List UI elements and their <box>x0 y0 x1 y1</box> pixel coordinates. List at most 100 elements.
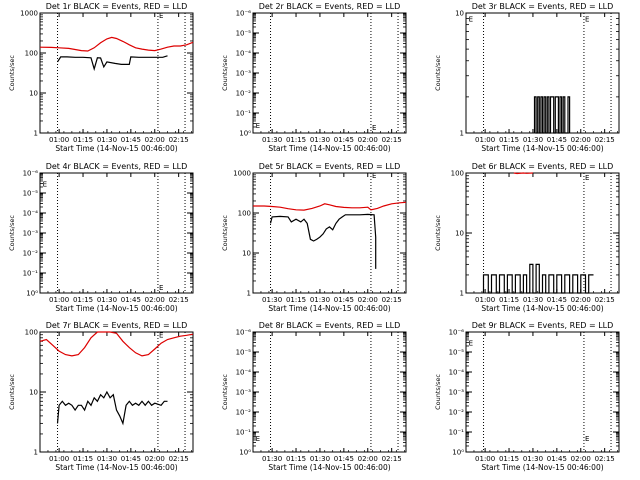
x-tick-label: 01:15 <box>73 136 93 144</box>
y-tick-label: 1 <box>34 130 38 138</box>
y-tick-label: 10⁻⁴ <box>236 369 252 377</box>
panel-title: Det 8r BLACK = Events, RED = LLD <box>259 321 401 330</box>
x-tick-label: 01:15 <box>499 296 519 304</box>
plot-frame <box>252 331 407 453</box>
panel-det-9: Det 9r BLACK = Events, RED = LLD 10⁰ 10⁻¹ 1… <box>434 321 620 472</box>
x-tick-label: 02:00 <box>145 136 165 144</box>
plot-frame <box>252 12 407 134</box>
series-line-events <box>56 55 168 72</box>
y-tick-label: 10⁻¹ <box>236 110 252 118</box>
panel-title: Det 5r BLACK = Events, RED = LLD <box>259 162 401 171</box>
error-bar-marker: E <box>469 15 473 23</box>
panel-det-6: Det 6r BLACK = Events, RED = LLD 1 10 100 01… <box>434 162 620 313</box>
x-axis-label: Start Time (14-Nov-15 00:46:00) <box>481 144 603 153</box>
x-tick-label: 01:15 <box>286 136 306 144</box>
panel-det-7: Det 7r BLACK = Events, RED = LLD 1 10 100 01… <box>8 321 194 472</box>
y-tick-label: 10⁻⁶ <box>449 329 465 337</box>
error-bar-marker: E <box>256 435 260 443</box>
x-tick-label: 01:30 <box>310 136 330 144</box>
y-tick-label: 10⁻⁵ <box>236 349 252 357</box>
x-tick-label: 02:15 <box>382 296 402 304</box>
y-axis-label: Counts/sec <box>434 215 442 251</box>
series-line-events <box>482 263 594 294</box>
plot-frame <box>465 331 620 453</box>
error-bar-marker: E <box>585 15 589 23</box>
x-tick-label: 01:45 <box>121 136 141 144</box>
y-tick-label: 10 <box>242 250 251 258</box>
y-tick-label: 10⁻³ <box>236 389 252 397</box>
error-bar-marker: E <box>256 122 260 130</box>
x-tick-label: 01:00 <box>49 455 69 463</box>
x-tick-label: 01:30 <box>97 296 117 304</box>
x-tick-label: 02:15 <box>169 296 189 304</box>
y-axis-label: Counts/sec <box>8 55 16 91</box>
series-line-events <box>56 390 168 426</box>
x-tick-label: 01:15 <box>499 455 519 463</box>
x-tick-label: 02:15 <box>382 455 402 463</box>
error-bar-marker: E <box>159 12 163 20</box>
series-line-events <box>533 96 571 134</box>
x-tick-label: 02:00 <box>145 455 165 463</box>
y-tick-label: 10⁻⁴ <box>23 210 39 218</box>
y-tick-label: 100 <box>451 170 464 178</box>
y-axis-label: Counts/sec <box>221 374 229 410</box>
y-tick-label: 10⁰ <box>239 130 251 138</box>
y-tick-label: 1 <box>460 130 464 138</box>
error-bar-marker: E <box>43 180 47 188</box>
x-axis-label: Start Time (14-Nov-15 00:46:00) <box>268 463 390 472</box>
panel-title: Det 7r BLACK = Events, RED = LLD <box>46 321 188 330</box>
x-tick-label: 02:00 <box>571 296 591 304</box>
y-tick-label: 10 <box>29 389 38 397</box>
y-tick-label: 10⁻⁵ <box>236 30 252 38</box>
y-tick-label: 10⁻³ <box>449 389 465 397</box>
series-line-lld <box>513 172 533 175</box>
x-tick-label: 01:15 <box>286 296 306 304</box>
y-tick-label: 10⁻¹ <box>23 270 39 278</box>
panel-title: Det 1r BLACK = Events, RED = LLD <box>46 2 188 11</box>
series-line-lld <box>39 36 194 52</box>
x-tick-label: 02:15 <box>595 136 615 144</box>
x-tick-label: 01:00 <box>475 455 495 463</box>
y-tick-label: 10⁻³ <box>23 230 39 238</box>
x-tick-label: 01:15 <box>286 455 306 463</box>
y-tick-label: 10 <box>455 10 464 18</box>
error-bar-marker: E <box>159 332 163 340</box>
x-tick-label: 01:00 <box>475 136 495 144</box>
x-tick-label: 01:45 <box>547 296 567 304</box>
x-axis-label: Start Time (14-Nov-15 00:46:00) <box>55 463 177 472</box>
series-line-lld <box>253 201 407 211</box>
y-axis-label: Counts/sec <box>434 374 442 410</box>
x-tick-label: 01:30 <box>97 455 117 463</box>
x-tick-label: 01:30 <box>97 136 117 144</box>
y-axis-label: Counts/sec <box>434 55 442 91</box>
x-tick-label: 01:30 <box>262 136 282 144</box>
x-tick-label: 01:45 <box>121 455 141 463</box>
x-tick-label: 02:00 <box>571 455 591 463</box>
plot-frame <box>252 172 407 294</box>
x-tick-label: 01:45 <box>547 136 567 144</box>
x-tick-label: 01:15 <box>499 136 519 144</box>
y-tick-label: 10⁰ <box>452 449 464 457</box>
y-tick-label: 10⁻² <box>449 409 465 417</box>
y-tick-label: 100 <box>238 210 251 218</box>
error-bar-marker: E <box>372 172 376 180</box>
x-tick-label: 01:30 <box>262 455 282 463</box>
plot-frame <box>39 12 194 134</box>
y-tick-label: 100 <box>25 50 38 58</box>
x-tick-label: 01:45 <box>334 296 354 304</box>
y-tick-label: 1000 <box>233 170 251 178</box>
y-tick-label: 10⁻⁵ <box>449 349 465 357</box>
y-tick-label: 1 <box>460 290 464 298</box>
error-bar-marker: E <box>585 435 589 443</box>
y-tick-label: 10⁻² <box>236 409 252 417</box>
error-bar-marker: E <box>585 174 589 182</box>
x-tick-label: 01:45 <box>334 455 354 463</box>
x-tick-label: 02:00 <box>571 136 591 144</box>
x-axis-label: Start Time (14-Nov-15 00:46:00) <box>55 144 177 153</box>
plot-frame <box>39 172 194 294</box>
error-bar-marker: E <box>159 284 163 292</box>
x-tick-label: 02:15 <box>595 296 615 304</box>
y-tick-label: 10 <box>29 90 38 98</box>
x-tick-label: 02:15 <box>169 136 189 144</box>
y-tick-label: 1 <box>247 290 251 298</box>
